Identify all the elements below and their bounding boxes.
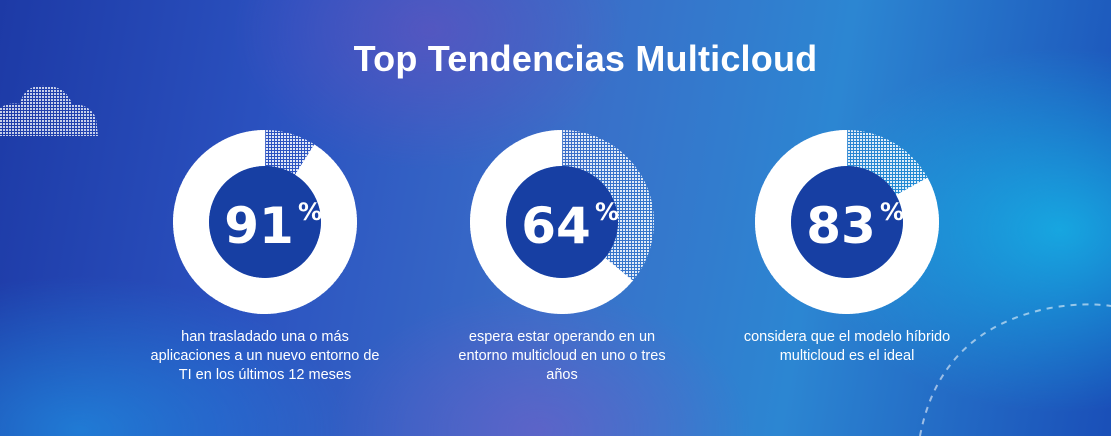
stat-value: 64 [521,197,591,255]
donut-center [506,166,618,278]
stat-percent-sign: % [298,198,322,226]
stat-card: 91 % han trasladado una o más aplicacion… [135,130,395,385]
donut-chart: 64 % [470,130,654,314]
stat-value: 91 [224,197,294,255]
donut-center [209,166,321,278]
donut-filled-arc [755,130,939,314]
donut-filled-arc [173,130,357,314]
page-title: Top Tendencias Multicloud [353,38,818,79]
donut-chart: 91 % [173,130,357,314]
stat-description: espera estar operando en un entorno mult… [458,329,666,383]
stat-description: considera que el modelo híbrido multiclo… [743,329,951,364]
stat-card: 64 % espera estar operando en un entorno… [432,130,692,385]
cloud-icon [0,85,98,136]
stat-value: 83 [806,197,876,255]
stat-description: han trasladado una o más aplicaciones a … [150,329,380,383]
stat-card: 83 % considera que el modelo híbrido mul… [717,130,977,366]
stat-percent-sign: % [880,198,904,226]
donut-chart: 83 % [755,130,939,314]
donut-center [791,166,903,278]
stat-percent-sign: % [595,198,619,226]
dashed-arc-decoration [919,303,1111,436]
